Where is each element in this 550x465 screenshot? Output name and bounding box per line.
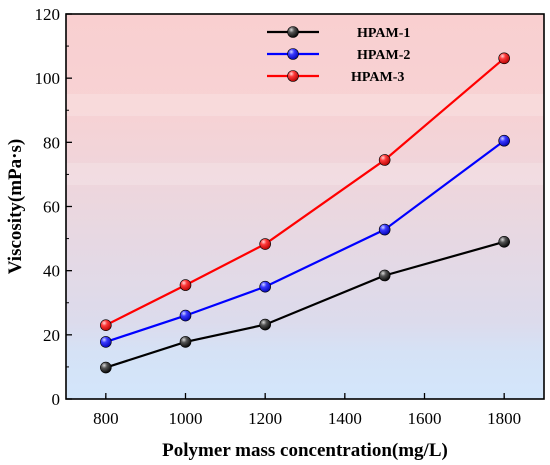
series-layer: [100, 52, 510, 374]
y-tick-label: 100: [35, 69, 61, 88]
legend: HPAM-1 HPAM-2 HPAM-3: [267, 26, 410, 85]
legend-marker: [287, 70, 299, 82]
legend-label: HPAM-1: [357, 26, 410, 41]
y-tick-label: 40: [43, 262, 60, 281]
data-point: [498, 235, 510, 248]
y-tick-label: 20: [43, 326, 60, 345]
data-point: [259, 318, 271, 331]
y-tick-label: 0: [52, 390, 61, 409]
data-point: [259, 280, 271, 293]
data-point: [100, 319, 112, 332]
data-point: [100, 361, 112, 374]
legend-label: HPAM-2: [357, 48, 410, 63]
legend-label: HPAM-3: [351, 70, 404, 85]
data-point: [100, 336, 112, 348]
light-band-upper: [66, 94, 544, 116]
axes: 800 1000 1200 1400 1600 1800 0 20 40 60 80 100 120: [35, 5, 545, 428]
x-tick-label: 800: [93, 409, 119, 428]
data-point: [378, 269, 391, 282]
data-point: [498, 134, 510, 147]
data-point: [179, 279, 192, 291]
x-axis-title: Polymer mass concentration(mg/L): [162, 440, 448, 461]
y-tick-label: 60: [43, 198, 60, 217]
x-tick-label: 1400: [328, 409, 362, 428]
y-tick-label: 80: [43, 133, 60, 152]
legend-marker: [287, 26, 299, 38]
x-tick-label: 1600: [408, 409, 442, 428]
x-tick-label: 1200: [248, 409, 282, 428]
data-point: [498, 52, 510, 65]
data-point: [179, 309, 192, 322]
legend-marker: [287, 48, 299, 60]
x-tick-label: 1800: [487, 409, 521, 428]
plot-background: [66, 14, 544, 399]
data-point: [179, 336, 192, 348]
data-point: [378, 223, 391, 236]
data-point: [259, 238, 271, 250]
y-axis-title: Viscosity(mPa·s): [5, 139, 26, 274]
light-band-lower: [66, 163, 544, 185]
x-tick-label: 1000: [169, 409, 203, 428]
data-point: [378, 154, 391, 166]
y-tick-label: 120: [35, 5, 61, 24]
